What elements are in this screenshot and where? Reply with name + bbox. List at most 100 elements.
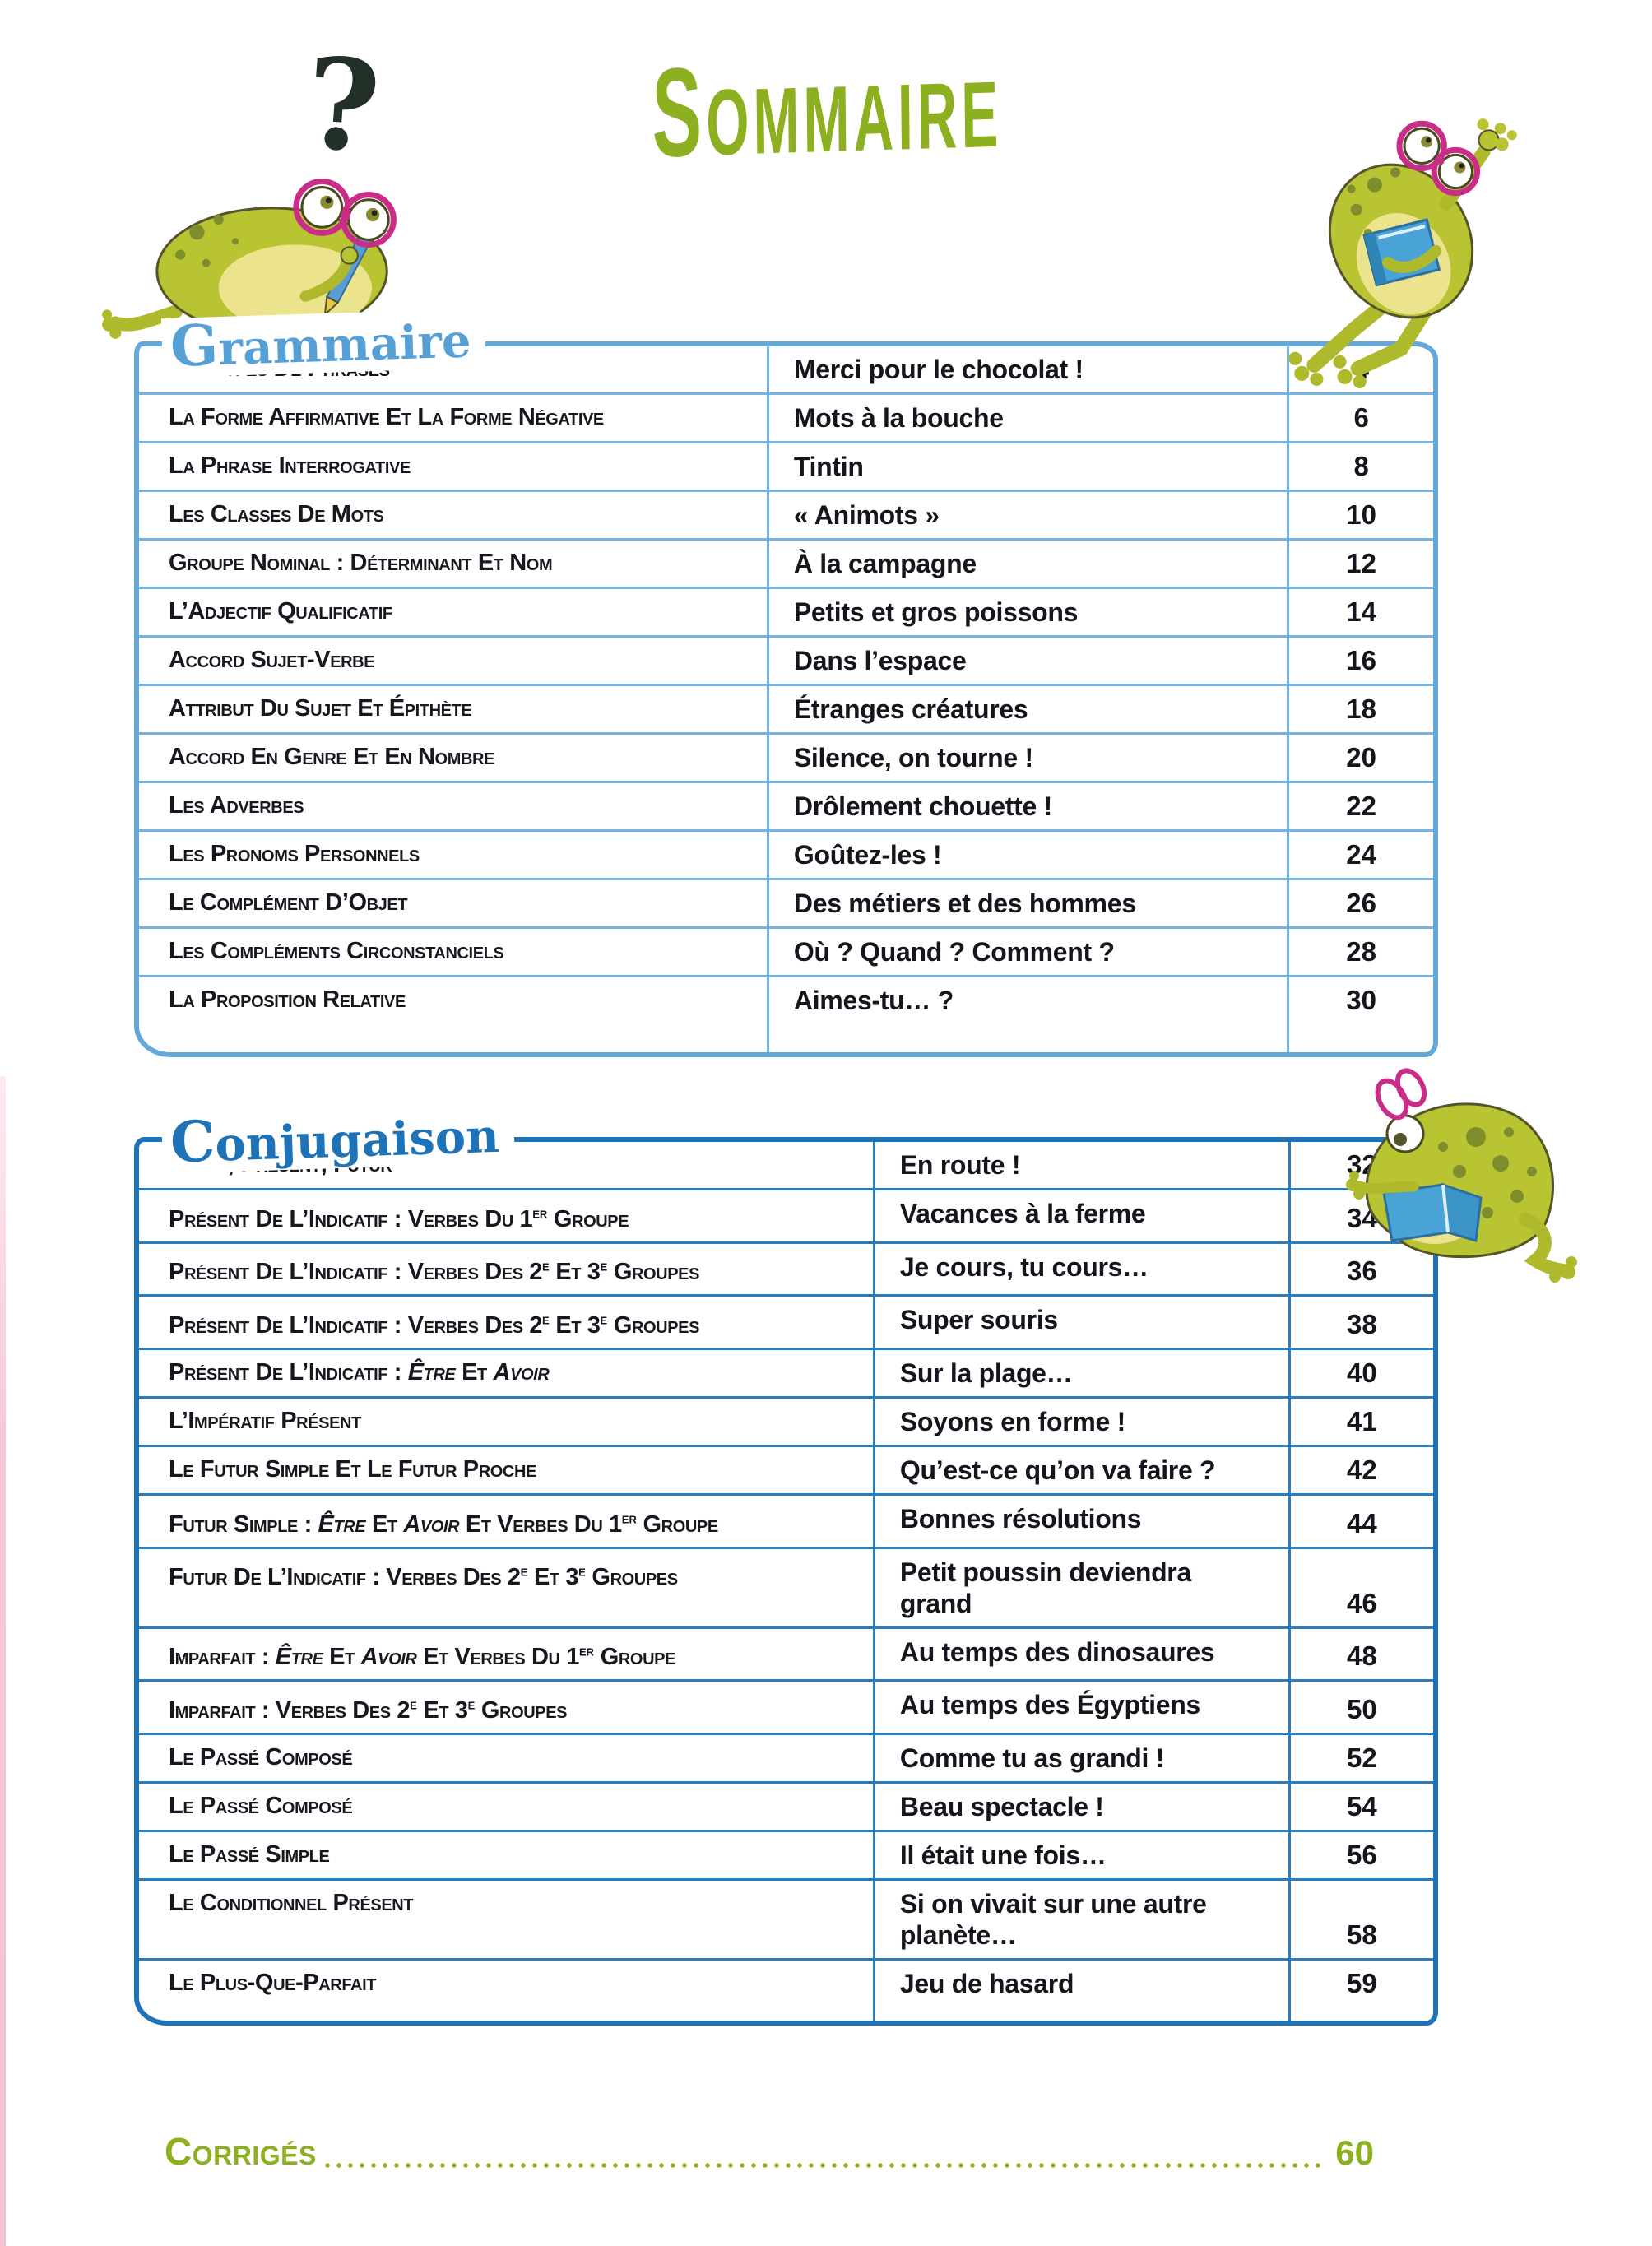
toc-row: Groupe Nominal : Déterminant Et Nom À la… <box>139 538 1433 587</box>
topic-cell: Imparfait : Verbes Des 2e Et 3e Groupes <box>139 1682 873 1733</box>
toc-row: Imparfait : Verbes Des 2e Et 3e Groupes … <box>139 1679 1433 1733</box>
title-cell: À la campagne <box>766 541 1287 587</box>
page-cell: 10 <box>1287 492 1433 538</box>
topic-cell: Présent De L’Indicatif : Être Et Avoir <box>139 1350 873 1396</box>
corriges-page-number: 60 <box>1335 2133 1374 2172</box>
page-number: 44 <box>1347 1507 1377 1538</box>
toc-row: Présent De L’Indicatif : Verbes Des 2e E… <box>139 1241 1433 1295</box>
topic-label: L’Adjectif Qualificatif <box>169 598 392 624</box>
title-cell: Soyons en forme ! <box>872 1398 1288 1445</box>
page-cell: 42 <box>1288 1446 1433 1493</box>
title-cell: Goûtez-les ! <box>766 832 1287 878</box>
topic-label: Présent De L’Indicatif : Être Et Avoir <box>169 1358 550 1385</box>
page-cell: 50 <box>1288 1682 1433 1733</box>
page-number: 28 <box>1346 936 1376 967</box>
page-cell: 38 <box>1288 1297 1433 1348</box>
page-cell: 24 <box>1287 832 1433 878</box>
toc-row: Présent De L’Indicatif : Verbes Du 1er G… <box>139 1188 1433 1241</box>
page-cell: 30 <box>1287 977 1433 1052</box>
page-number: 12 <box>1346 548 1376 578</box>
title-cell: Jeu de hasard <box>872 1960 1288 2021</box>
lesson-title: Mots à la bouche <box>793 403 1004 433</box>
title-cell: Comme tu as grandi ! <box>872 1734 1288 1781</box>
lesson-title: Comme tu as grandi ! <box>899 1743 1165 1773</box>
title-cell: Bonnes résolutions <box>872 1495 1288 1547</box>
topic-label: Le Passé Simple <box>169 1840 330 1868</box>
title-cell: Où ? Quand ? Comment ? <box>766 929 1287 975</box>
topic-label: Le Plus-Que-Parfait <box>169 1969 377 1996</box>
toc-row: Imparfait : Être Et Avoir Et Verbes Du 1… <box>139 1626 1433 1680</box>
topic-cell: La Phrase Interrogative <box>139 443 767 490</box>
page-cell: 26 <box>1287 880 1433 926</box>
topic-label: Présent De L’Indicatif : Verbes Des 2e E… <box>169 1311 700 1339</box>
topic-label: Le Futur Simple Et Le Futur Proche <box>169 1455 536 1483</box>
lesson-title: Goûtez-les ! <box>793 840 942 870</box>
toc-row: Présent De L’Indicatif : Verbes Des 2e E… <box>139 1294 1433 1348</box>
lesson-title: Des métiers et des hommes <box>793 889 1136 918</box>
page-cell: 18 <box>1287 686 1433 732</box>
title-cell: Sur la plage… <box>872 1349 1288 1396</box>
lesson-title: Vacances à la ferme <box>899 1199 1146 1228</box>
toc-row: Attribut Du Sujet Et Épithète Étranges c… <box>139 684 1433 732</box>
conjugaison-table: Passé, Présent, Futur En route ! 32 Prés… <box>134 1137 1438 2026</box>
topic-cell: Futur De L’Indicatif : Verbes Des 2e Et … <box>139 1549 873 1626</box>
toc-row: Futur De L’Indicatif : Verbes Des 2e Et … <box>139 1546 1433 1626</box>
topic-label: Le Passé Composé <box>169 1743 353 1770</box>
page-number: 46 <box>1347 1587 1377 1618</box>
title-cell: Silence, on tourne ! <box>766 735 1287 781</box>
topic-cell: Présent De L’Indicatif : Verbes Des 2e E… <box>139 1297 873 1348</box>
grammaire-table: Les Types De Phrases Merci pour le choco… <box>134 341 1438 1057</box>
page-number: 58 <box>1347 1919 1377 1950</box>
dotted-leader <box>321 2159 1325 2169</box>
corriges-row: Corrigés 60 <box>165 2129 1374 2174</box>
title-cell: Merci pour le chocolat ! <box>766 346 1287 392</box>
topic-label: L’Impératif Présent <box>169 1407 361 1434</box>
toc-row: Le Passé Composé Comme tu as grandi ! 52 <box>139 1732 1433 1781</box>
page-number: 52 <box>1347 1742 1377 1773</box>
page-cell: 48 <box>1288 1628 1433 1680</box>
page-edge-pink-strip <box>0 1076 6 2246</box>
topic-cell: Le Futur Simple Et Le Futur Proche <box>139 1447 873 1493</box>
toc-row: Présent De L’Indicatif : Être Et Avoir S… <box>139 1347 1433 1396</box>
corriges-label: Corrigés <box>165 2130 317 2173</box>
page-cell: 22 <box>1287 783 1433 829</box>
lesson-title: Bonnes résolutions <box>899 1503 1142 1534</box>
topic-cell: La Proposition Relative <box>139 977 767 1052</box>
page-cell: 28 <box>1287 929 1433 975</box>
page-number: 24 <box>1346 839 1376 870</box>
page-cell: 16 <box>1287 638 1433 684</box>
page-number: 10 <box>1346 499 1376 530</box>
toc-row: La Phrase Interrogative Tintin 8 <box>139 441 1433 490</box>
lesson-title: Où ? Quand ? Comment ? <box>793 937 1115 967</box>
topic-cell: Le Conditionnel Présent <box>139 1881 873 1958</box>
lesson-title: Tintin <box>793 452 864 481</box>
topic-cell: La Forme Affirmative Et La Forme Négativ… <box>139 395 767 441</box>
title-cell: Petits et gros poissons <box>766 589 1287 635</box>
page-number: 6 <box>1353 402 1369 433</box>
topic-cell: Le Plus-Que-Parfait <box>139 1961 873 2021</box>
topic-label: Les Adverbes <box>169 792 304 819</box>
topic-cell: Groupe Nominal : Déterminant Et Nom <box>139 541 767 587</box>
topic-cell: L’Adjectif Qualificatif <box>139 589 767 635</box>
page-cell: 40 <box>1288 1349 1433 1396</box>
topic-cell: Les Pronoms Personnels <box>139 832 767 878</box>
topic-label: Présent De L’Indicatif : Verbes Des 2e E… <box>169 1257 700 1286</box>
lesson-title: Drôlement chouette ! <box>793 791 1052 821</box>
lesson-title: Au temps des dinosaures <box>899 1636 1215 1667</box>
topic-label: Futur Simple : Être Et Avoir Et Verbes D… <box>169 1509 718 1538</box>
title-cell: Aimes-tu… ? <box>766 977 1287 1052</box>
page-cell: 56 <box>1288 1831 1433 1878</box>
lesson-title: Beau spectacle ! <box>899 1791 1104 1821</box>
page-number: 36 <box>1347 1255 1377 1287</box>
lesson-title: À la campagne <box>793 549 977 578</box>
lesson-title: Si on vivait sur une autre planète… <box>899 1888 1207 1950</box>
section-heading-grammaire: Grammaire <box>160 308 487 380</box>
title-cell: Il était une fois… <box>872 1831 1288 1878</box>
toc-row: Le Passé Simple Il était une fois… 56 <box>139 1829 1433 1878</box>
lesson-title: Silence, on tourne ! <box>793 743 1033 773</box>
frog-reading-illustration <box>1346 1068 1577 1283</box>
topic-cell: Les Adverbes <box>139 783 767 829</box>
section-heading-conjugaison: Conjugaison <box>160 1103 515 1176</box>
topic-cell: Imparfait : Être Et Avoir Et Verbes Du 1… <box>139 1629 873 1680</box>
page-number: 8 <box>1353 451 1369 481</box>
